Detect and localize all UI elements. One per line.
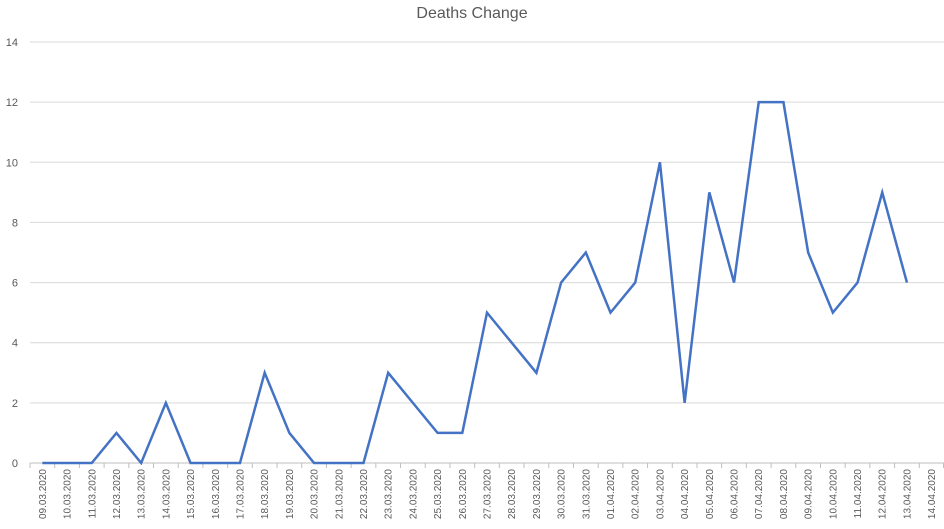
x-tick-label: 07.04.2020 — [754, 469, 765, 519]
x-tick-label: 01.04.2020 — [606, 469, 617, 519]
series-line — [42, 100, 909, 466]
x-tick-label: 15.03.2020 — [186, 469, 197, 519]
x-tick-label: 12.03.2020 — [112, 469, 123, 519]
x-tick-label: 06.04.2020 — [730, 469, 741, 519]
x-tick-label: 13.03.2020 — [137, 469, 148, 519]
y-tick-label: 8 — [12, 217, 18, 229]
x-tick-label: 17.03.2020 — [235, 469, 246, 519]
x-tick-label: 02.04.2020 — [631, 469, 642, 519]
x-tick-label: 30.03.2020 — [557, 469, 568, 519]
x-tick-label: 26.03.2020 — [458, 469, 469, 519]
x-tick-label: 22.03.2020 — [359, 469, 370, 519]
x-tick-label: 28.03.2020 — [507, 469, 518, 519]
x-tick-label: 05.04.2020 — [705, 469, 716, 519]
y-tick-label: 6 — [12, 278, 18, 290]
y-tick-label: 0 — [12, 458, 18, 470]
x-tick-label: 25.03.2020 — [433, 469, 444, 519]
x-tick-label: 29.03.2020 — [532, 469, 543, 519]
x-tick-label: 19.03.2020 — [285, 469, 296, 519]
x-tick-label: 20.03.2020 — [310, 469, 321, 519]
x-tick-label: 11.04.2020 — [853, 469, 864, 519]
x-tick-label: 24.03.2020 — [408, 469, 419, 519]
x-tick-label: 04.04.2020 — [680, 469, 691, 519]
x-tick-label: 03.04.2020 — [655, 469, 666, 519]
x-tick-label: 09.03.2020 — [38, 469, 49, 519]
y-tick-label: 14 — [6, 37, 18, 49]
y-tick-label: 10 — [6, 157, 18, 169]
x-tick-label: 14.03.2020 — [161, 469, 172, 519]
y-tick-label: 12 — [6, 97, 18, 109]
x-tick-label: 09.04.2020 — [804, 469, 815, 519]
x-tick-label: 14.04.2020 — [927, 469, 938, 519]
x-tick-label: 13.04.2020 — [902, 469, 913, 519]
x-tick-label: 27.03.2020 — [483, 469, 494, 519]
x-tick-label: 23.03.2020 — [384, 469, 395, 519]
x-tick-label: 11.03.2020 — [87, 469, 98, 519]
x-tick-label: 08.04.2020 — [779, 469, 790, 519]
x-tick-label: 16.03.2020 — [211, 469, 222, 519]
y-tick-label: 4 — [12, 338, 18, 350]
x-tick-label: 12.04.2020 — [878, 469, 889, 519]
x-tick-label: 10.03.2020 — [63, 469, 74, 519]
x-tick-label: 21.03.2020 — [334, 469, 345, 519]
x-tick-label: 10.04.2020 — [828, 469, 839, 519]
y-tick-label: 2 — [12, 398, 18, 410]
x-tick-label: 31.03.2020 — [581, 469, 592, 519]
chart-title: Deaths Change — [416, 5, 528, 22]
x-tick-label: 18.03.2020 — [260, 469, 271, 519]
